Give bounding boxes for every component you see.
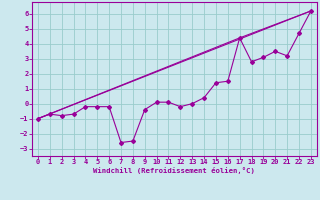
X-axis label: Windchill (Refroidissement éolien,°C): Windchill (Refroidissement éolien,°C): [93, 167, 255, 174]
